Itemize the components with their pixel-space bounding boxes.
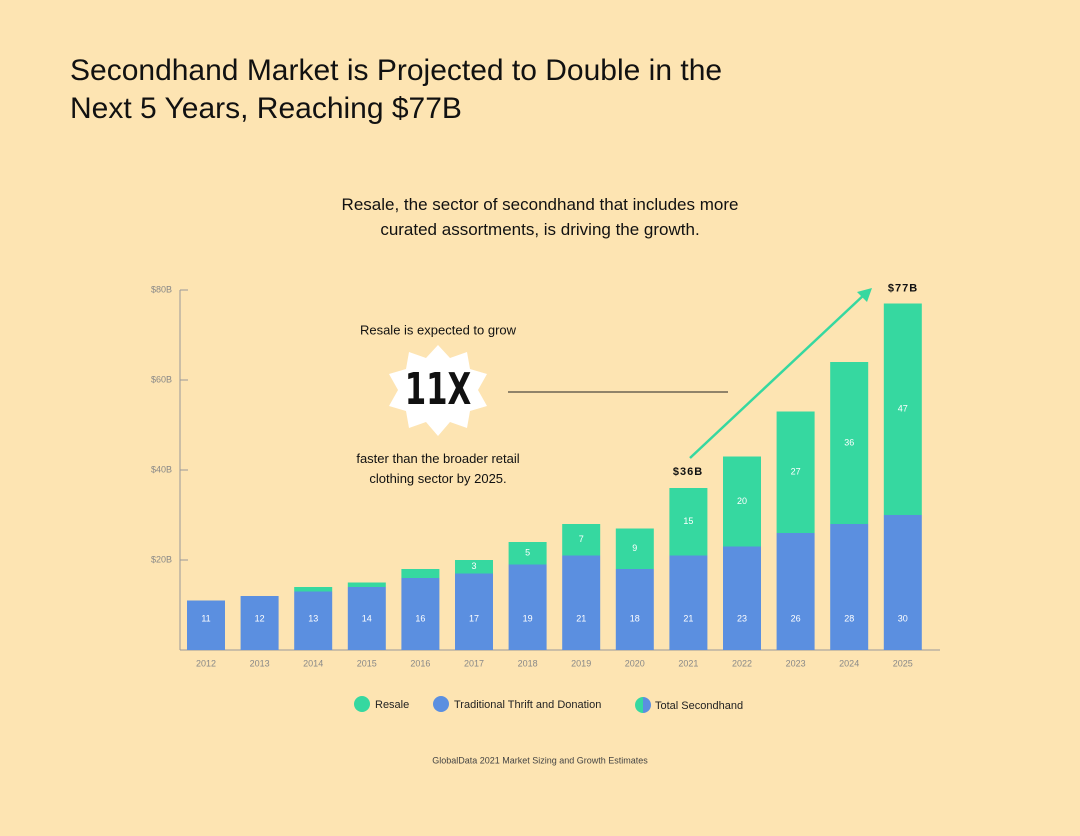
x-tick-label: 2012 (196, 658, 216, 668)
bar-segment (562, 524, 601, 556)
legend-swatch (635, 697, 643, 713)
bar-segment (401, 578, 440, 650)
value-label: 19 (523, 613, 533, 623)
arrow-head (857, 288, 872, 302)
x-tick-label: 2020 (625, 658, 645, 668)
callout-figure: 11X (405, 364, 472, 415)
x-tick-label: 2014 (303, 658, 323, 668)
growth-arrow (689, 292, 867, 459)
x-tick-label: 2019 (571, 658, 591, 668)
value-label: 12 (255, 613, 265, 623)
bar-segment (294, 587, 333, 592)
value-label: 18 (630, 613, 640, 623)
value-label: 11 (201, 613, 210, 623)
source: GlobalData 2021 Market Sizing and Growth… (432, 755, 648, 765)
bar-segment (508, 542, 547, 565)
value-label: 28 (844, 613, 854, 623)
bar-segment (615, 528, 654, 569)
x-tick-label: 2015 (357, 658, 377, 668)
bar-segment (883, 303, 922, 515)
value-label: 30 (898, 613, 908, 623)
callout-outro: faster than the broader retail clothing s… (356, 451, 519, 486)
value-label: 14 (362, 613, 372, 623)
bar-segment (562, 555, 601, 650)
starburst (389, 345, 487, 436)
legend-swatch (354, 696, 370, 712)
total-annotation: $77B (888, 282, 918, 294)
x-tick-label: 2016 (410, 658, 430, 668)
y-tick-label: $60B (151, 374, 172, 384)
value-label: 3 (471, 561, 476, 571)
x-tick-label: 2024 (839, 658, 859, 668)
x-tick-label: 2021 (678, 658, 698, 668)
bar-segment (669, 555, 708, 650)
value-label: 21 (576, 613, 586, 623)
x-tick-label: 2013 (250, 658, 270, 668)
bar-segment (830, 362, 869, 524)
value-label: 15 (683, 516, 693, 526)
y-tick-label: $20B (151, 554, 172, 564)
legend-label: Resale (375, 699, 409, 711)
bar-segment (830, 524, 869, 650)
bar-segment (723, 546, 761, 650)
bar-segment (776, 411, 815, 533)
value-label: 36 (844, 437, 854, 447)
bar-segment (240, 596, 279, 650)
legend-swatch (643, 697, 651, 713)
value-label: 27 (791, 467, 801, 477)
bar-segment (455, 560, 493, 574)
total-annotation: $36B (673, 466, 703, 478)
bar-segment (883, 515, 922, 650)
value-label: 9 (632, 543, 637, 553)
value-label: 13 (308, 613, 318, 623)
legend-label: Traditional Thrift and Donation (454, 699, 601, 711)
value-label: 26 (791, 613, 801, 623)
value-label: 16 (415, 613, 425, 623)
y-tick-label: $40B (151, 464, 172, 474)
value-label: 20 (737, 496, 747, 506)
x-tick-label: 2023 (786, 658, 806, 668)
legend-swatch (433, 696, 449, 712)
bar-segment (187, 600, 225, 650)
value-label: 47 (898, 404, 908, 414)
x-tick-label: 2018 (518, 658, 538, 668)
x-tick-label: 2022 (732, 658, 752, 668)
bar-segment (669, 488, 708, 556)
callout-intro: Resale is expected to grow (360, 322, 517, 337)
value-label: 7 (579, 534, 584, 544)
bar-segment (455, 573, 493, 650)
value-label: 23 (737, 613, 747, 623)
chart-subtitle: Resale, the sector of secondhand that in… (342, 195, 739, 239)
bar-segment (347, 582, 386, 587)
bar-segment (294, 591, 333, 650)
legend-label: Total Secondhand (655, 700, 743, 712)
y-tick-label: $80B (151, 284, 172, 294)
value-label: 21 (683, 613, 693, 623)
x-tick-label: 2025 (893, 658, 913, 668)
x-tick-label: 2017 (464, 658, 484, 668)
bar-segment (401, 569, 440, 578)
bar-segment (508, 564, 547, 650)
bar-segment (347, 587, 386, 650)
value-label: 17 (469, 613, 479, 623)
chart-title: Secondhand Market is Projected to Double… (70, 54, 722, 125)
bar-segment (723, 456, 761, 547)
value-label: 5 (525, 548, 530, 558)
bar-segment (776, 533, 815, 650)
bar-segment (615, 569, 654, 650)
